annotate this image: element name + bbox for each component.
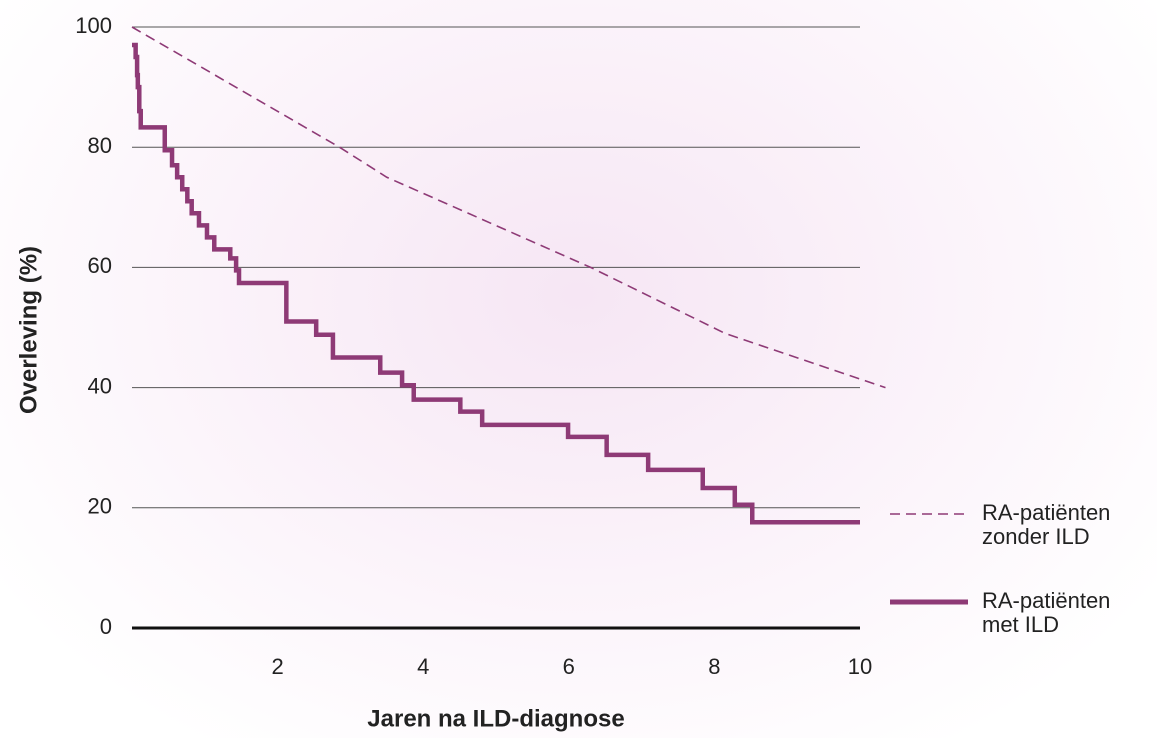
x-tick-label: 2 [271,654,283,679]
chart-page: Jaren na ILD-diagnose Overleving (%) 0 20… [0,0,1157,738]
y-axis-label: Overleving (%) [15,246,42,414]
y-tick-label: 80 [88,133,112,158]
y-tick-label: 20 [88,494,112,519]
x-axis-label: Jaren na ILD-diagnose [367,705,624,732]
y-tick-label: 0 [100,614,112,639]
legend-swatch [890,592,970,612]
legend-label: RA-patiënten met ILD [982,589,1132,637]
x-tick-label: 4 [417,654,429,679]
line-series [132,27,885,388]
legend-label: RA-patiënten zonder ILD [982,501,1132,549]
legend-item: RA-patiënten zonder ILD [890,503,1150,563]
legend-item: RA-patiënten met ILD [890,591,1150,651]
y-tick-label: 100 [75,13,112,38]
line-series [132,45,860,522]
y-tick-label: 60 [88,253,112,278]
x-tick-label: 10 [848,654,872,679]
x-tick-label: 8 [708,654,720,679]
y-tick-label: 40 [88,373,112,398]
x-tick-label: 6 [563,654,575,679]
legend-swatch [890,504,970,524]
